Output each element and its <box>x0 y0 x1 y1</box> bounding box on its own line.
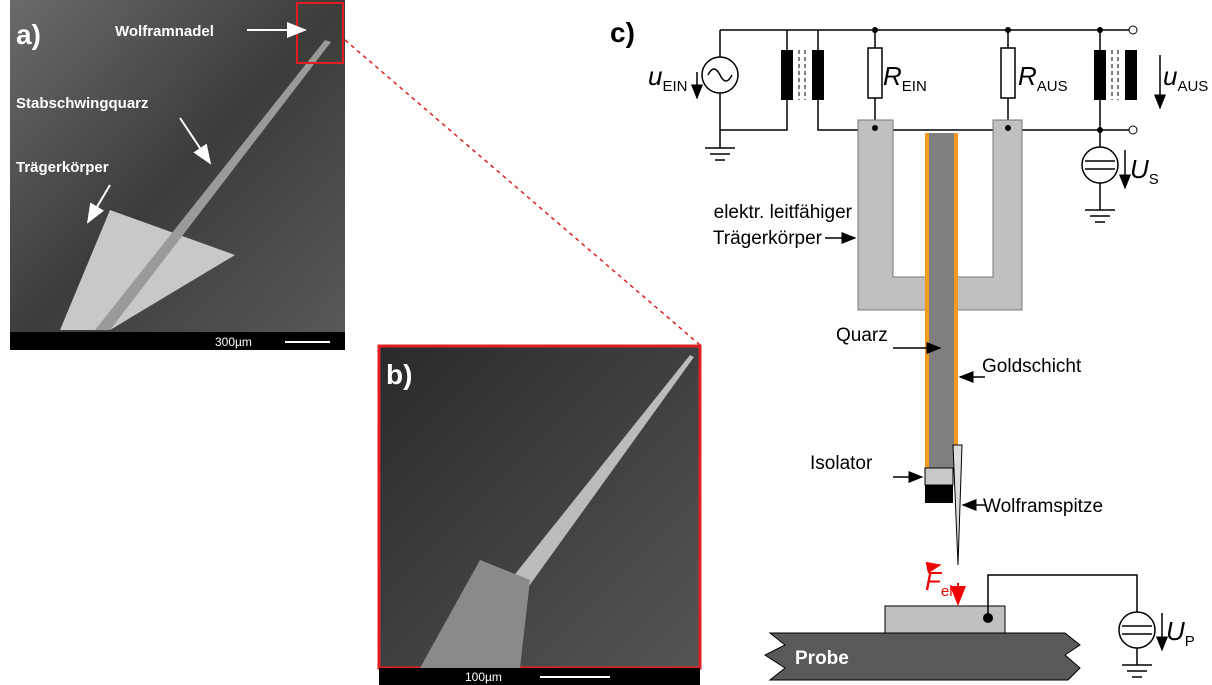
label: Quarz <box>836 325 888 346</box>
transformer-core <box>812 50 824 100</box>
panel-label: a) <box>16 19 41 50</box>
subscript: EIN <box>902 78 927 95</box>
label: Wolframspitze <box>983 496 1103 517</box>
transformer-dash <box>1112 50 1118 100</box>
resistor <box>1001 48 1015 98</box>
symbol: u <box>648 61 662 91</box>
symbol-label: uAUS <box>1163 61 1208 95</box>
panel-b: 100µm b) <box>379 346 700 685</box>
transformer-core <box>1125 50 1137 100</box>
symbol-label: US <box>1130 154 1159 188</box>
symbol-label: REIN <box>883 61 927 95</box>
label: Goldschicht <box>982 356 1082 377</box>
panel-label: b) <box>386 359 412 390</box>
node <box>872 125 878 131</box>
tungsten-tip <box>953 445 962 565</box>
annotation: Stabschwingquarz <box>16 95 149 112</box>
subscript: P <box>1185 633 1195 650</box>
label: elektr. leitfähiger <box>714 202 853 223</box>
symbol-label: RAUS <box>1018 61 1068 95</box>
figure: 300µm a) Wolframnadel Stabschwingquarz T… <box>0 0 1212 685</box>
subscript: S <box>1149 171 1159 188</box>
subscript: EIN <box>662 78 687 95</box>
ground <box>1122 665 1152 677</box>
subscript: AUS <box>1177 78 1208 95</box>
zoom-line <box>345 40 700 345</box>
node <box>1005 125 1011 131</box>
terminal <box>1129 26 1137 34</box>
symbol: R <box>883 61 902 91</box>
symbol-label: UP <box>1166 616 1195 650</box>
isolator <box>925 468 953 485</box>
resistor <box>868 48 882 98</box>
annotation: Wolframnadel <box>115 23 214 40</box>
quartz <box>925 133 958 468</box>
scale-strip <box>379 668 700 685</box>
symbol: u <box>1163 61 1177 91</box>
label: Trägerkörper <box>713 228 823 249</box>
sem-image <box>379 346 700 668</box>
transformer-dash <box>799 50 805 100</box>
transformer-core <box>781 50 793 100</box>
isolator-base <box>925 485 953 503</box>
terminal <box>1129 126 1137 134</box>
subscript: el <box>941 583 953 600</box>
label: Probe <box>795 648 849 669</box>
scale-label: 100µm <box>465 670 502 684</box>
panel-label: c) <box>610 17 635 48</box>
transformer-core <box>1094 50 1106 100</box>
annotation: Trägerkörper <box>16 159 109 176</box>
panel-a: 300µm a) Wolframnadel Stabschwingquarz T… <box>10 0 345 350</box>
symbol-label: uEIN <box>648 61 687 95</box>
dc-source <box>1082 147 1118 183</box>
force-label: Fel <box>925 566 953 600</box>
subscript: AUS <box>1037 78 1068 95</box>
scale-label: 300µm <box>215 335 252 349</box>
gold-layer <box>954 133 958 468</box>
symbol: U <box>1130 154 1149 184</box>
dc-source <box>1119 612 1155 648</box>
label: Isolator <box>810 453 873 474</box>
symbol: U <box>1166 616 1185 646</box>
symbol: R <box>1018 61 1037 91</box>
gold-layer <box>925 133 929 468</box>
